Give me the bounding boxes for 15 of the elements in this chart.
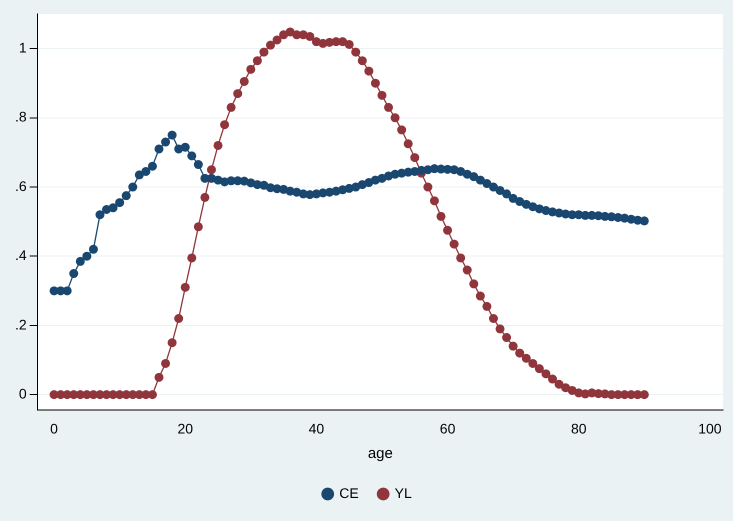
x-tick-label: 40 — [308, 420, 324, 436]
y-tick-label: .6 — [14, 178, 27, 194]
x-tick-label: 0 — [50, 420, 58, 436]
y-tick-label: .8 — [14, 108, 27, 125]
x-tick-label: 100 — [698, 420, 722, 436]
y-tick-label: .2 — [14, 316, 27, 332]
y-tick-label: .4 — [14, 247, 27, 264]
y-tick-label: 0 — [18, 385, 27, 402]
y-tick-label: 1 — [18, 39, 27, 56]
x-axis-title: age — [368, 445, 393, 462]
x-tick-label: 60 — [440, 420, 456, 436]
legend-label: YL — [394, 484, 412, 501]
legend-label: CE — [339, 484, 359, 501]
x-tick-label: 80 — [570, 420, 587, 436]
x-tick-label: 20 — [177, 420, 194, 436]
